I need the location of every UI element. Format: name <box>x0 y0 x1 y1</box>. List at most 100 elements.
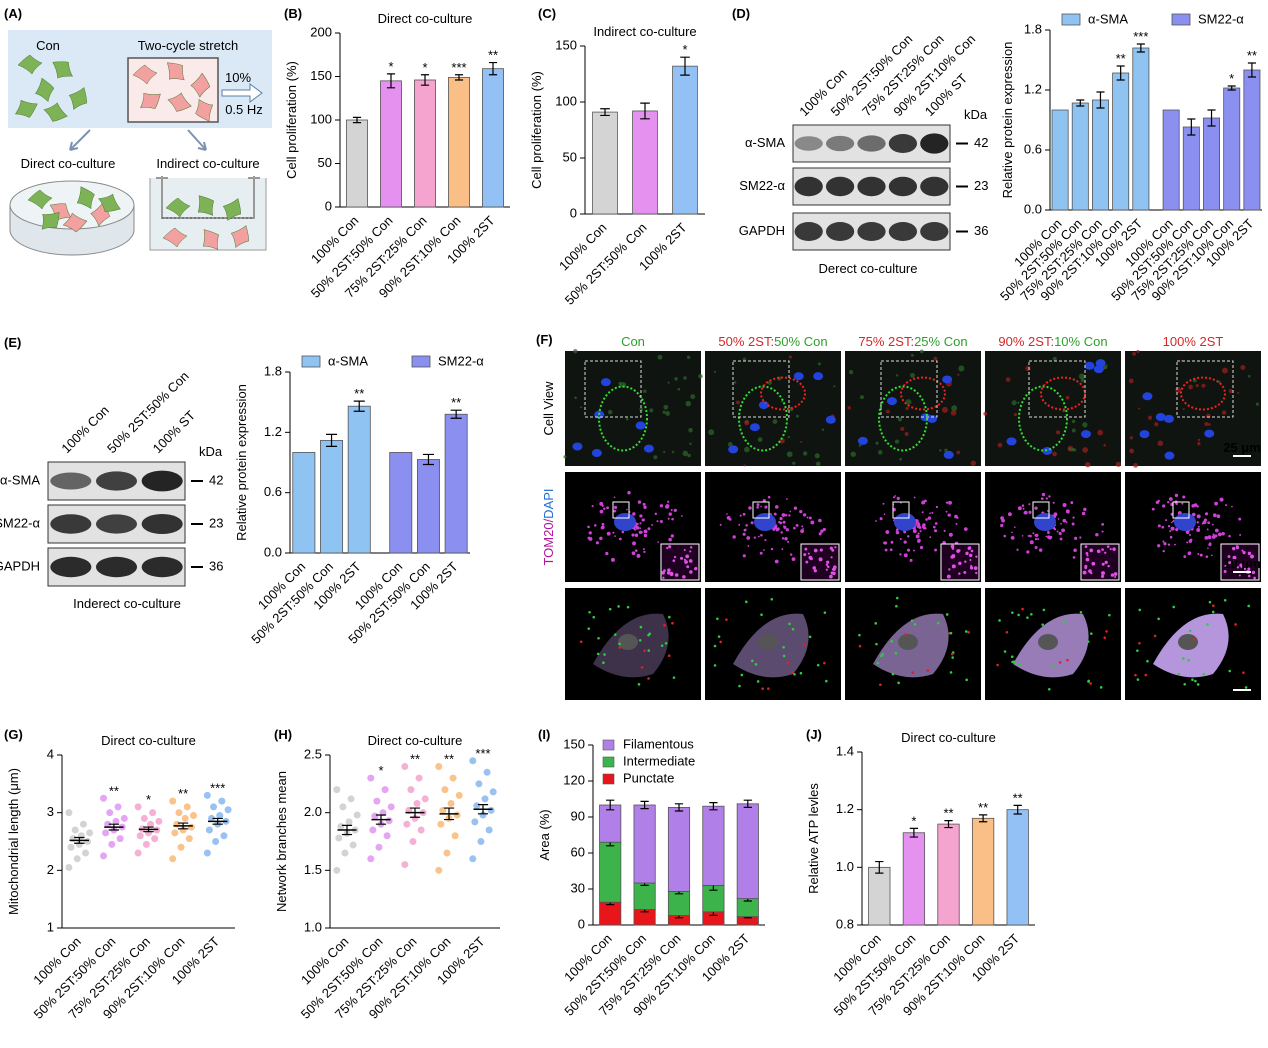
mito-signal <box>1053 512 1058 517</box>
panel-label: (H) <box>274 727 292 742</box>
mito-signal <box>1032 532 1035 535</box>
signal <box>951 405 958 412</box>
mito-signal <box>1062 503 1067 507</box>
data-point <box>335 834 343 842</box>
signal <box>1208 423 1211 426</box>
mito-piece <box>876 661 880 665</box>
mito-signal <box>763 549 765 551</box>
mito-signal <box>1047 530 1050 533</box>
data-point <box>337 823 345 831</box>
inset-signal <box>1112 547 1116 551</box>
schematic-label: Con <box>36 38 60 53</box>
signal <box>1097 429 1104 436</box>
error-bar <box>177 822 189 830</box>
mito-piece <box>1026 616 1029 619</box>
mito-piece <box>874 622 878 625</box>
inset-signal <box>812 566 816 570</box>
inset-signal <box>951 564 956 569</box>
signal <box>957 373 960 376</box>
inset-signal <box>813 548 818 553</box>
mito-signal <box>780 531 783 534</box>
mito-signal <box>1065 521 1068 524</box>
signal <box>1071 428 1076 433</box>
mito-signal <box>1007 512 1012 517</box>
mito-signal <box>1196 528 1201 532</box>
con-cell-outline <box>1018 385 1068 452</box>
inset-signal <box>684 560 688 564</box>
mito-signal <box>1081 511 1086 516</box>
y-axis-label: Relative protein expression <box>234 384 249 541</box>
y-tick-label: 4 <box>47 746 54 761</box>
blot-band <box>50 556 92 578</box>
mito-piece <box>879 683 882 687</box>
mito-signal <box>739 514 742 517</box>
y-tick-label: 100 <box>310 111 332 126</box>
bar <box>1162 109 1180 211</box>
y-axis-label: Network branches mean <box>274 771 289 912</box>
mito-signal <box>605 551 609 556</box>
mito-piece <box>750 659 754 663</box>
data-point <box>403 820 411 828</box>
nucleus <box>894 513 916 531</box>
cell <box>166 62 185 81</box>
mito-signal <box>742 512 746 516</box>
inset-signal <box>968 553 973 558</box>
mito-signal <box>1017 506 1022 511</box>
nucleus <box>920 413 931 422</box>
mito-piece <box>1021 607 1024 611</box>
signal <box>1080 378 1085 383</box>
mito-signal <box>1214 528 1219 533</box>
significance: ** <box>109 783 119 798</box>
mito-signal <box>782 520 786 524</box>
mito-signal <box>1162 504 1166 508</box>
inset-signal <box>1236 566 1240 569</box>
nucleus <box>1042 446 1053 455</box>
signal <box>817 362 821 366</box>
mito-piece <box>1058 661 1062 664</box>
mito-signal <box>1211 523 1214 526</box>
nucleus <box>1164 451 1175 460</box>
mito-piece <box>786 662 790 665</box>
mito-signal <box>1001 518 1005 523</box>
panel-label: (E) <box>4 335 21 350</box>
error-bar <box>1136 43 1145 53</box>
mito-piece <box>1087 680 1090 683</box>
mito-piece <box>998 619 1001 622</box>
inset-signal <box>1091 561 1096 566</box>
inset-signal <box>669 572 674 577</box>
inset-signal <box>831 568 835 571</box>
significance: * <box>388 59 393 74</box>
mito-piece <box>639 625 643 629</box>
blot-band <box>825 135 855 152</box>
mito-signal <box>1225 504 1228 507</box>
mito-signal <box>917 539 921 543</box>
inset-signal <box>1239 563 1243 568</box>
mito-piece <box>1157 617 1160 621</box>
y-axis-label: Mitochondrial length (μm) <box>6 768 21 915</box>
mito-signal <box>1058 531 1062 536</box>
mito-signal <box>636 526 640 530</box>
mito-signal <box>781 548 784 551</box>
bar-segment <box>702 805 725 886</box>
nucleus <box>942 375 953 384</box>
inset-signal <box>1235 545 1239 548</box>
data-point <box>489 788 497 796</box>
mito-signal <box>1045 535 1048 538</box>
kda-label: 42 <box>974 135 988 150</box>
error-bar <box>978 814 988 823</box>
inset-signal <box>830 556 833 559</box>
mito-piece <box>756 680 760 683</box>
inset-signal <box>1089 548 1094 553</box>
y-tick-label: 0.6 <box>1024 141 1042 156</box>
mito-signal <box>1168 497 1173 501</box>
bar <box>1223 87 1241 211</box>
mito-signal <box>808 516 812 520</box>
cell <box>167 92 192 112</box>
mito-signal <box>670 508 673 512</box>
significance: ** <box>978 800 988 815</box>
mito-signal <box>613 496 616 499</box>
mito-piece <box>637 683 641 686</box>
mito-signal <box>1231 505 1233 508</box>
mito-piece <box>1144 673 1148 677</box>
mito-signal <box>587 525 590 529</box>
